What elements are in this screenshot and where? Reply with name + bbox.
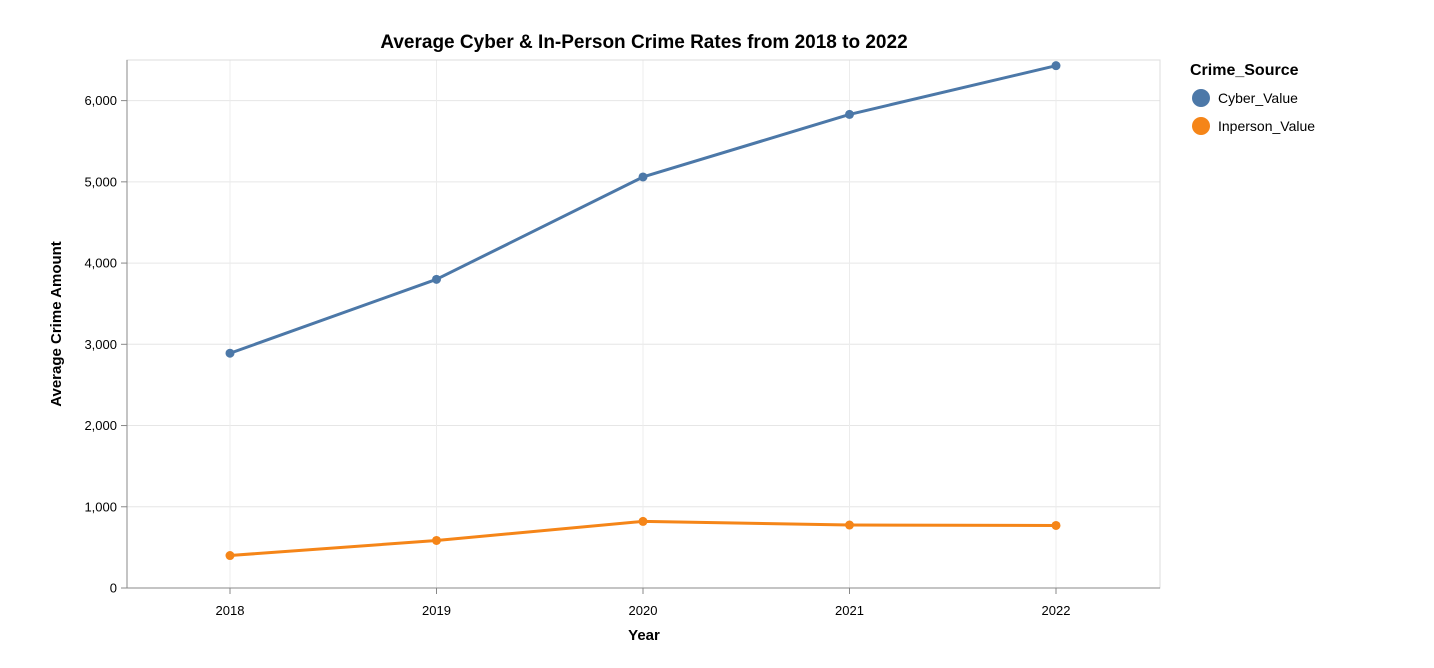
y-tick-label: 2,000 xyxy=(84,418,117,433)
x-tick-label: 2020 xyxy=(629,603,658,618)
data-point xyxy=(432,535,441,545)
chart-title: Average Cyber & In-Person Crime Rates fr… xyxy=(380,32,907,53)
x-tick-label: 2022 xyxy=(1042,603,1071,618)
y-axis-title: Average Crime Amount xyxy=(48,241,65,407)
legend-swatch xyxy=(1192,117,1210,135)
series-group xyxy=(225,61,1061,561)
data-point xyxy=(225,348,235,358)
y-tick-label: 3,000 xyxy=(84,337,117,352)
y-tick-label: 0 xyxy=(110,581,117,596)
y-tick-label: 1,000 xyxy=(84,499,117,514)
data-point xyxy=(638,172,648,182)
legend-title: Crime_Source xyxy=(1190,62,1299,79)
y-tick-label: 6,000 xyxy=(84,93,117,108)
data-point xyxy=(845,109,854,119)
x-tick-label: 2021 xyxy=(835,603,864,618)
legend-label: Inperson_Value xyxy=(1218,118,1315,134)
data-point xyxy=(1051,61,1061,71)
data-point xyxy=(432,274,441,284)
x-axis-title: Year xyxy=(628,627,660,644)
x-tick-label: 2018 xyxy=(216,603,245,618)
y-axis-ticks: 0 1,000 2,000 3,000 4,000 5,000 6,000 xyxy=(84,93,127,596)
y-tick-label: 5,000 xyxy=(84,174,117,189)
data-point xyxy=(1051,520,1061,530)
y-tick-label: 4,000 xyxy=(84,256,117,271)
data-point xyxy=(225,551,235,561)
x-axis-ticks: 2018 2019 2020 2021 2022 xyxy=(216,588,1071,618)
legend: Cyber_Value Inperson_Value xyxy=(1192,89,1315,135)
grid-lines xyxy=(127,60,1160,588)
x-tick-label: 2019 xyxy=(422,603,451,618)
data-point xyxy=(638,516,648,526)
legend-swatch xyxy=(1192,89,1210,107)
data-point xyxy=(845,520,854,530)
legend-label: Cyber_Value xyxy=(1218,90,1298,106)
